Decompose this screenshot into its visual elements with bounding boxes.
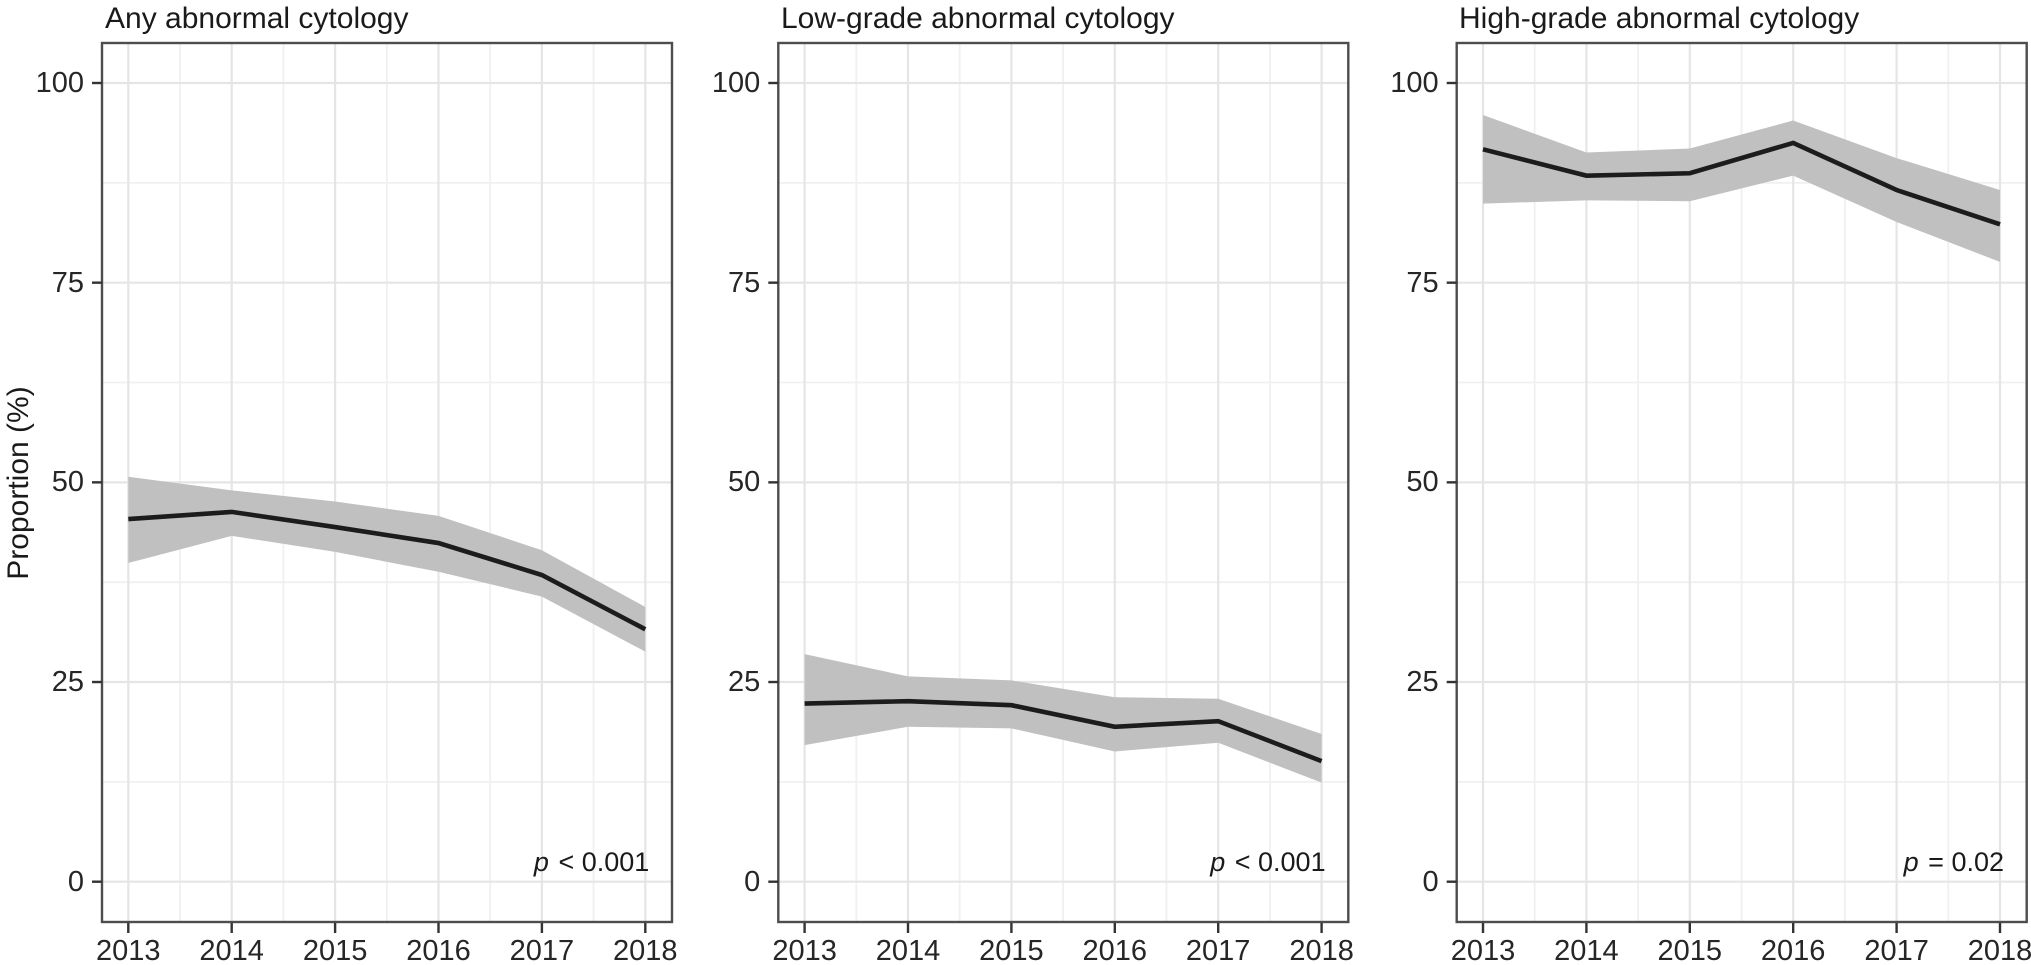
x-tick-label: 2014: [199, 935, 264, 965]
y-tick-label: 75: [1406, 266, 1439, 299]
x-tick-label: 2016: [1760, 935, 1826, 965]
y-tick-label: 25: [728, 666, 761, 699]
y-tick-label: 0: [67, 865, 84, 898]
y-tick-label: 0: [744, 865, 761, 898]
x-tick-label: 2018: [613, 935, 678, 965]
trend-line: [804, 698, 1323, 764]
y-tick-label: 25: [51, 666, 84, 699]
x-tick-label: 2014: [1554, 935, 1619, 965]
x-tick-label: 2018: [1967, 935, 2031, 965]
x-tick-label: 2017: [1185, 935, 1251, 965]
panel-title-low-grade: Low-grade abnormal cytology: [781, 2, 1175, 35]
y-tick-label: 50: [1406, 466, 1439, 499]
p-value-annotation: p < 0.001: [533, 847, 650, 877]
x-tick-label: 2015: [979, 935, 1044, 965]
x-tick-label: 2015: [1657, 935, 1723, 965]
y-tick-label: 25: [1406, 666, 1439, 699]
x-tick-label: 2017: [509, 935, 575, 965]
p-value-annotation: p < 0.001: [1210, 847, 1326, 877]
x-tick-label: 2013: [1450, 935, 1516, 965]
panel-title-any-abnormal: Any abnormal cytology: [105, 2, 409, 35]
x-tick-label: 2014: [875, 935, 941, 965]
x-tick-label: 2016: [406, 935, 471, 965]
panel-title-high-grade: High-grade abnormal cytology: [1459, 2, 1860, 35]
y-tick-label: 75: [51, 266, 84, 299]
x-tick-label: 2013: [772, 935, 837, 965]
y-tick-label: 75: [728, 266, 761, 299]
x-tick-label: 2018: [1289, 935, 1354, 965]
y-tick-label: 100: [711, 67, 761, 99]
confidence-ribbon: [1483, 114, 2000, 262]
x-tick-label: 2016: [1082, 935, 1148, 965]
confidence-ribbon: [128, 476, 646, 652]
trend-line: [128, 509, 647, 632]
trend-line: [1482, 140, 2001, 227]
y-tick-label: 100: [35, 67, 84, 99]
y-tick-label: 100: [1390, 67, 1439, 99]
x-tick-label: 2013: [96, 935, 161, 965]
y-tick-label: 0: [1422, 865, 1439, 898]
x-tick-label: 2015: [302, 935, 368, 965]
p-value-annotation: p = 0.02: [1903, 847, 2004, 877]
confidence-ribbon: [804, 654, 1322, 783]
y-tick-label: 50: [51, 466, 84, 499]
x-tick-label: 2017: [1864, 935, 1929, 965]
y-tick-label: 50: [728, 466, 761, 499]
